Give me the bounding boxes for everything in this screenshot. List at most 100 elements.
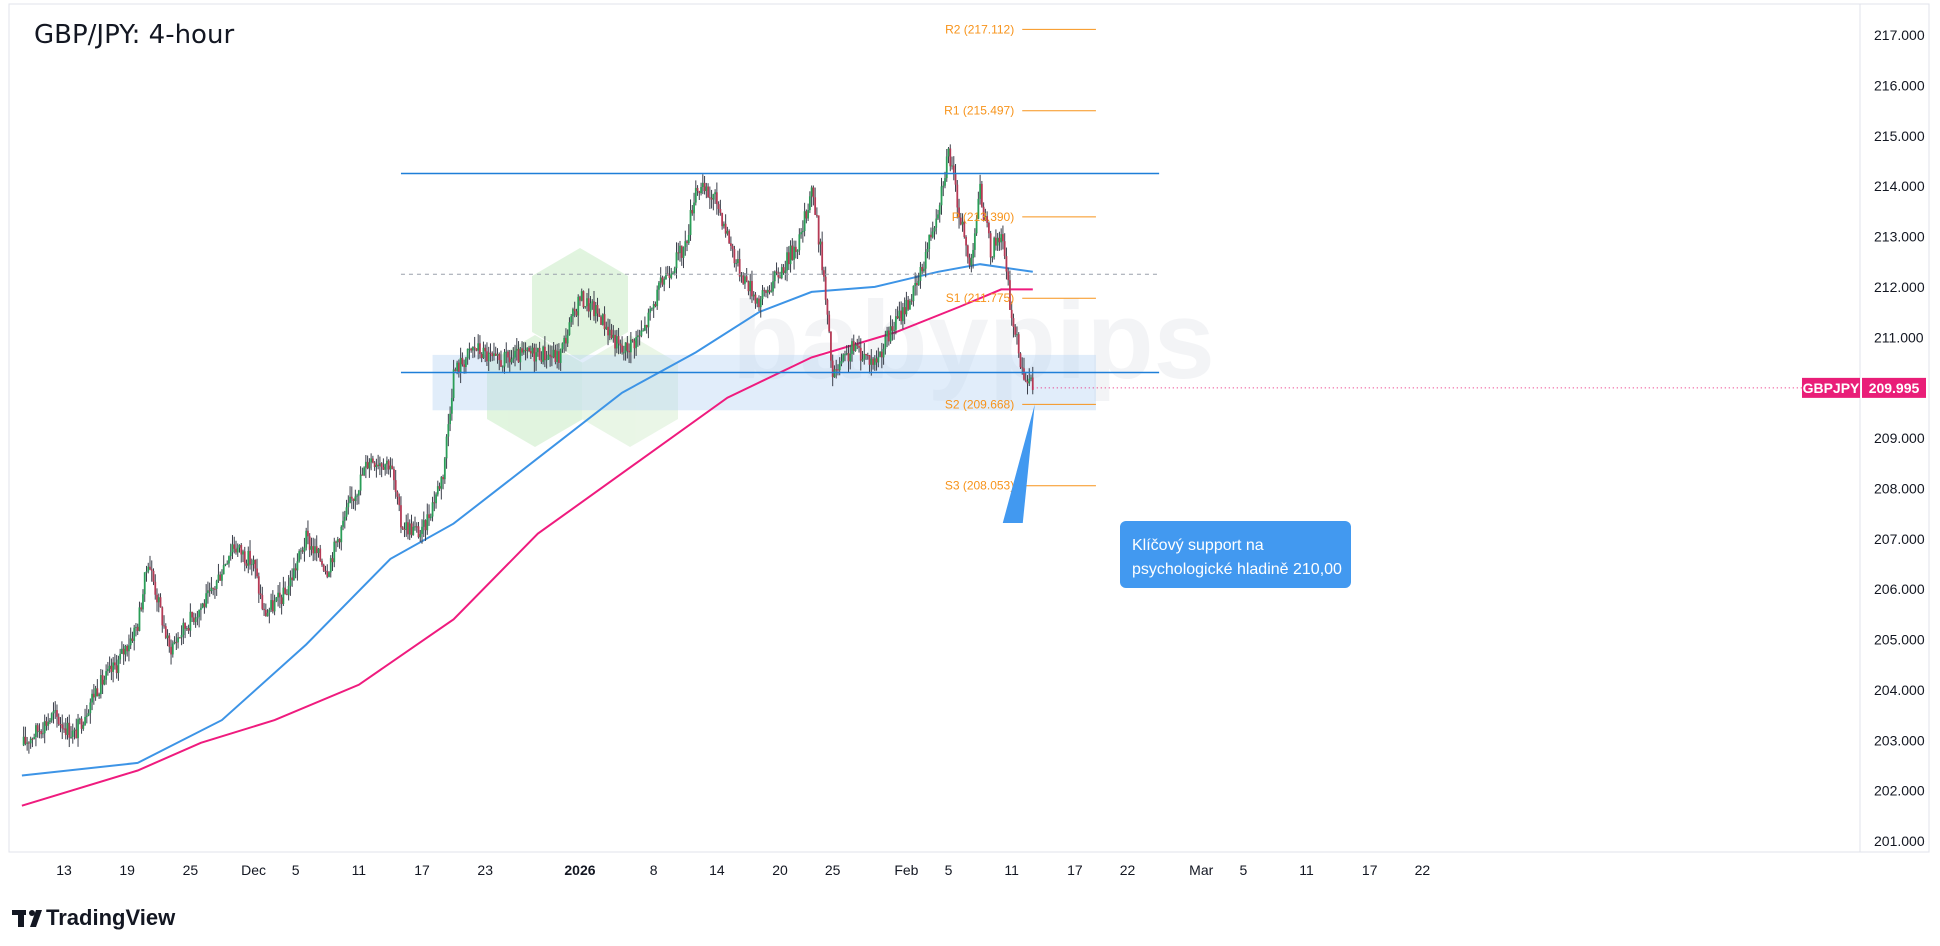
candle: [45, 716, 48, 731]
candle-body: [719, 209, 722, 213]
candle: [987, 221, 990, 239]
candle-body: [510, 358, 513, 363]
candle-body: [870, 358, 873, 365]
candle: [703, 175, 706, 195]
candle-body: [640, 330, 643, 336]
candle: [215, 579, 218, 596]
candle-body: [133, 627, 136, 641]
candle: [472, 346, 474, 359]
candle-body: [185, 628, 188, 630]
candle: [479, 335, 481, 359]
candle-body: [573, 309, 576, 312]
candle: [294, 563, 297, 579]
candle: [758, 295, 760, 311]
candle: [780, 263, 783, 280]
watermark-hex-3: [582, 335, 678, 447]
candle-body: [868, 355, 871, 365]
candle: [951, 156, 953, 170]
candle: [1031, 366, 1034, 395]
candle-body: [147, 566, 150, 572]
candle: [587, 288, 590, 318]
candle-body: [872, 358, 874, 365]
candle: [556, 343, 559, 369]
candle-body: [998, 237, 1001, 243]
candle-body: [935, 218, 938, 228]
candle-body: [814, 197, 817, 215]
annotation-callout[interactable]: Klíčový support na psychologické hladině…: [1002, 404, 1351, 588]
candle: [859, 338, 862, 371]
candle-body: [673, 268, 676, 273]
candle: [152, 568, 155, 586]
candle: [461, 352, 464, 367]
candle-body: [607, 326, 609, 336]
candle-body: [738, 259, 741, 277]
candle-body: [80, 718, 83, 729]
candle: [484, 344, 487, 363]
candle-body: [379, 463, 381, 466]
candle-body: [459, 357, 462, 373]
candle-body: [617, 336, 620, 344]
candle-body: [85, 715, 88, 718]
candle: [87, 709, 90, 717]
candle-body: [873, 358, 876, 365]
candle: [199, 603, 202, 621]
candle-body: [968, 257, 971, 266]
candle: [605, 321, 608, 330]
candle-body: [777, 272, 780, 278]
tradingview-logo[interactable]: TradingView: [12, 905, 176, 930]
y-tick-label: 203.000: [1874, 732, 1925, 748]
candle-body: [552, 349, 555, 358]
candle: [178, 636, 181, 639]
candle: [249, 540, 251, 570]
candle-body: [500, 360, 502, 367]
candle-body: [112, 662, 115, 672]
candle-body: [970, 258, 973, 266]
candle-body: [301, 550, 304, 552]
candle: [782, 264, 785, 275]
candle: [250, 558, 253, 576]
candle: [156, 588, 158, 612]
candle: [221, 569, 223, 587]
candle-body: [615, 336, 618, 349]
candle: [84, 708, 86, 726]
candle-body: [536, 347, 539, 353]
candle-body: [622, 352, 625, 354]
candle-body: [958, 207, 960, 218]
candle: [865, 353, 867, 361]
candle: [545, 350, 548, 369]
candle-body: [268, 609, 271, 613]
candle-body: [1005, 256, 1008, 272]
candle-body: [380, 463, 383, 467]
candle: [923, 261, 925, 273]
candle-body: [837, 369, 839, 371]
candle: [126, 644, 129, 657]
candle-body: [291, 577, 294, 581]
candle: [142, 589, 144, 613]
candle: [924, 241, 927, 278]
candle: [422, 511, 425, 538]
candle: [956, 180, 959, 219]
candle-body: [319, 548, 322, 561]
price-axis[interactable]: 201.000 202.000 203.000 204.000 205.000 206.0…: [1874, 27, 1925, 849]
candle: [677, 242, 680, 261]
candle-body: [945, 156, 948, 179]
candle: [582, 290, 585, 309]
candle: [775, 262, 778, 276]
candle: [108, 656, 111, 673]
candle: [112, 656, 115, 683]
candle: [161, 606, 164, 633]
candle-body: [600, 316, 602, 325]
candle: [680, 245, 683, 266]
candle: [866, 352, 869, 360]
candle-body: [1007, 271, 1010, 281]
candle-body: [937, 214, 939, 219]
candle-body: [398, 496, 401, 506]
candle: [270, 593, 272, 613]
candle-body: [57, 716, 60, 725]
candle-body: [728, 230, 731, 244]
candle: [191, 611, 194, 622]
candle: [526, 347, 529, 359]
candle-body: [996, 237, 999, 246]
time-axis[interactable]: 13 19 25 Dec 5 11 17 23 2026 8 14 20 25 Feb 5 11 17 22 Mar…: [56, 862, 1430, 878]
